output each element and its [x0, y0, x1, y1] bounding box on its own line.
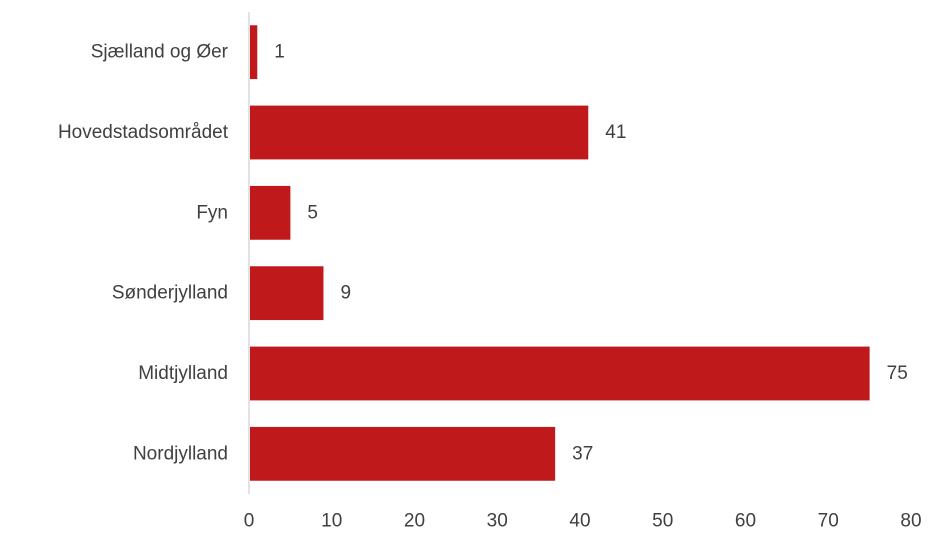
- data-label: 5: [307, 202, 318, 223]
- data-label: 75: [887, 363, 908, 384]
- bar: [250, 266, 324, 321]
- bar: [250, 346, 870, 401]
- category-labels: Sjælland og Øer Hovedstadsområdet Fyn Sønde…: [58, 42, 229, 465]
- category-label: Fyn: [196, 202, 228, 223]
- data-label: 1: [274, 42, 285, 63]
- data-label: 41: [605, 122, 626, 143]
- x-tick-label: 20: [404, 511, 425, 532]
- x-tick-label: 30: [487, 511, 508, 532]
- data-labels: 1 41 5 9 75 37: [274, 42, 907, 465]
- category-label: Midtjylland: [138, 363, 228, 384]
- x-tick-label: 0: [244, 511, 255, 532]
- data-label: 37: [572, 443, 593, 464]
- data-label: 9: [340, 283, 351, 304]
- bars-group: [250, 25, 870, 481]
- x-tick-label: 50: [652, 511, 673, 532]
- x-tick-label: 80: [900, 511, 921, 532]
- x-axis-tick-labels: 0 10 20 30 40 50 60 70 80: [244, 511, 922, 532]
- category-label: Hovedstadsområdet: [58, 122, 229, 143]
- category-label: Nordjylland: [133, 443, 228, 464]
- x-tick-label: 40: [569, 511, 590, 532]
- category-label: Sønderjylland: [112, 283, 228, 304]
- x-tick-label: 60: [735, 511, 756, 532]
- bar: [250, 105, 589, 160]
- bar: [250, 426, 556, 481]
- x-tick-label: 10: [321, 511, 342, 532]
- bar: [250, 25, 258, 80]
- bar: [250, 185, 291, 240]
- x-tick-label: 70: [818, 511, 839, 532]
- category-label: Sjælland og Øer: [91, 42, 229, 63]
